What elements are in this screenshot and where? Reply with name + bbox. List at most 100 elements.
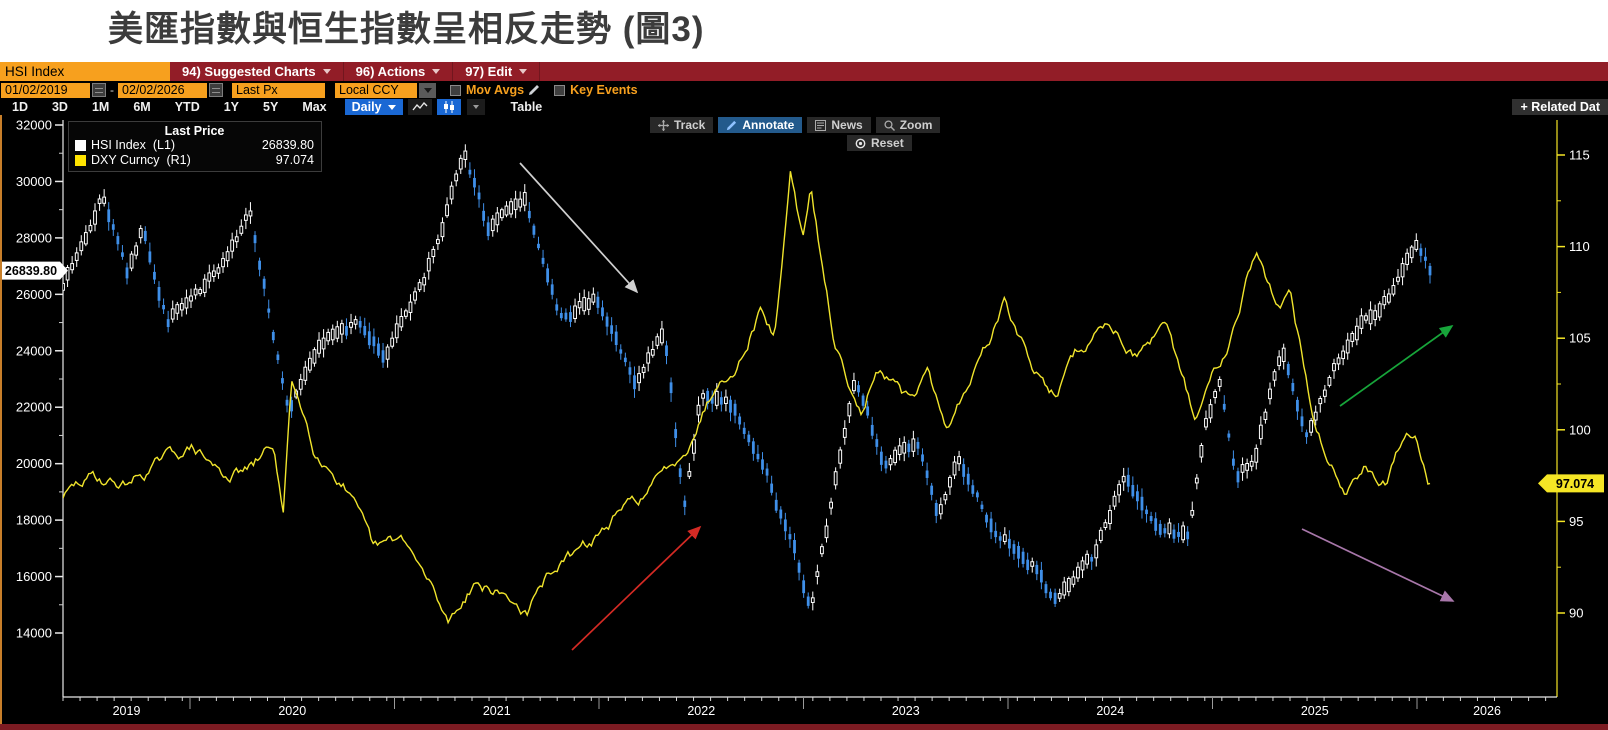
right-axis-tick-label: 95 — [1569, 514, 1583, 529]
menu-suggested-charts[interactable]: 94) Suggested Charts — [170, 62, 344, 81]
hsi-axis-price-bubble — [2, 261, 68, 280]
x-axis-year-label: 2022 — [687, 704, 715, 718]
bottom-border — [0, 724, 1608, 730]
hsi-swatch — [75, 140, 86, 151]
key-events-label: Key Events — [570, 83, 638, 97]
hsi-last-price: 26839.80 — [261, 138, 314, 152]
mov-avgs-checkbox[interactable] — [450, 84, 461, 96]
x-axis-year-label: 2026 — [1473, 704, 1501, 718]
reset-target-icon — [855, 138, 866, 148]
table-button[interactable]: Table — [510, 100, 543, 114]
chevron-down-icon — [472, 105, 479, 109]
period-tab-6m[interactable]: 6M — [133, 100, 151, 114]
period-tab-5y[interactable]: 5Y — [263, 100, 279, 114]
track-crosshair-icon — [658, 119, 669, 131]
calendar-icon[interactable] — [209, 83, 223, 97]
right-axis-tick-label: 105 — [1569, 331, 1591, 346]
chevron-down-icon — [423, 87, 432, 93]
annotation-arrow — [519, 162, 639, 294]
annotate-pencil-icon — [727, 120, 737, 130]
chart-area: 32000 30000 28000 26000 24000 22000 20000 18000… — [0, 115, 1608, 724]
period-tab-1d[interactable]: 1D — [12, 100, 28, 114]
news-icon — [815, 119, 827, 131]
mov-avgs-label: Mov Avgs — [466, 83, 525, 97]
chart-type-dropdown-button[interactable] — [466, 99, 485, 115]
menu-actions[interactable]: 96) Actions — [344, 62, 454, 81]
x-axis-year-label: 2025 — [1301, 704, 1329, 718]
x-axis-year-label: 2020 — [278, 704, 306, 718]
currency-select[interactable]: Local CCY — [335, 82, 417, 98]
dxy-swatch — [75, 155, 86, 166]
period-tab-ytd[interactable]: YTD — [174, 100, 200, 114]
range-bar: 01/02/2019 - 02/02/2026 Last Px Local CC… — [0, 81, 1608, 99]
right-axis-tick-label: 100 — [1569, 422, 1591, 437]
left-axis-tick-label: 18000 — [16, 513, 52, 528]
left-axis-tick-label: 32000 — [16, 118, 52, 133]
line-chart-icon — [411, 102, 428, 111]
left-axis-tick-label: 30000 — [16, 174, 52, 189]
calendar-icon[interactable] — [92, 83, 106, 97]
right-axis-tick-label: 110 — [1569, 239, 1590, 254]
line-chart-type-button[interactable] — [407, 99, 432, 115]
svg-text:26839.80: 26839.80 — [5, 264, 57, 278]
menu-bar: HSI Index 94) Suggested Charts 96) Actio… — [0, 62, 1608, 81]
chevron-down-icon — [322, 69, 331, 74]
x-axis-year-label: 2023 — [892, 704, 920, 718]
news-button[interactable]: News — [807, 117, 871, 133]
left-axis-tick-label: 16000 — [16, 569, 52, 584]
right-axis-tick-label: 115 — [1569, 148, 1590, 163]
period-bar: 1D 3D 1M 6M YTD 1Y 5Y Max Daily Table + Related… — [0, 99, 1608, 115]
chevron-down-icon — [432, 69, 441, 74]
chart-legend: Last Price HSI Index (L1) 26839.80 DXY C… — [68, 121, 322, 172]
annotation-arrow — [1301, 528, 1455, 602]
x-axis-year-label: 2021 — [483, 704, 511, 718]
left-axis-tick-label: 22000 — [16, 400, 52, 415]
candlestick-icon — [443, 101, 454, 113]
annotation-arrow — [571, 525, 702, 651]
magnifier-icon — [884, 119, 895, 131]
track-button[interactable]: Track — [650, 117, 714, 133]
zoom-button[interactable]: Zoom — [875, 117, 941, 133]
page-title: 美匯指數與恒生指數呈相反走勢 (圖3) — [108, 10, 705, 49]
left-axis-tick-label: 14000 — [16, 626, 52, 641]
headline-bar: 美匯指數與恒生指數呈相反走勢 (圖3) — [0, 0, 1608, 62]
period-tab-max[interactable]: Max — [302, 100, 327, 114]
key-events-checkbox[interactable] — [554, 84, 566, 96]
legend-item-hsi[interactable]: HSI Index (L1) 26839.80 — [75, 138, 314, 153]
period-tab-1y[interactable]: 1Y — [223, 100, 240, 114]
candlestick-chart-type-button[interactable] — [436, 99, 461, 115]
x-axis-year-label: 2019 — [113, 704, 141, 718]
series-layer — [63, 144, 1432, 625]
left-axis-tick-label: 26000 — [16, 287, 52, 302]
reset-button[interactable]: Reset — [847, 135, 912, 151]
period-tab-1m[interactable]: 1M — [91, 100, 110, 114]
price-type-input[interactable]: Last Px — [232, 82, 325, 98]
dxy-line — [63, 171, 1431, 625]
chart-tool-bar: Track Annotate News Zoom — [650, 117, 941, 133]
related-data-tab[interactable]: + Related Dat — [1512, 99, 1608, 115]
annotate-button[interactable]: Annotate — [718, 117, 803, 133]
period-tabs: 1D 3D 1M 6M YTD 1Y 5Y Max — [0, 100, 339, 114]
pencil-icon[interactable] — [528, 84, 540, 96]
frequency-select[interactable]: Daily — [344, 99, 403, 115]
annotation-arrow — [1339, 325, 1454, 407]
svg-text:97.074: 97.074 — [1556, 477, 1594, 491]
left-axis-tick-label: 28000 — [16, 230, 52, 245]
date-to-input[interactable]: 02/02/2026 — [118, 82, 207, 98]
x-axis-year-label: 2024 — [1096, 704, 1124, 718]
period-tab-3d[interactable]: 3D — [51, 100, 68, 114]
date-range-separator: - — [110, 83, 114, 97]
currency-dropdown-button[interactable] — [419, 82, 436, 98]
dxy-axis-price-bubble — [1538, 474, 1604, 493]
left-axis-tick-label: 24000 — [16, 343, 52, 358]
chart-canvas[interactable]: 32000 30000 28000 26000 24000 22000 20000 18000… — [2, 115, 1608, 724]
date-from-input[interactable]: 01/02/2019 — [1, 82, 90, 98]
security-input[interactable]: HSI Index — [0, 62, 170, 81]
legend-item-dxy[interactable]: DXY Curncy (R1) 97.074 — [75, 153, 314, 168]
menu-edit[interactable]: 97) Edit — [453, 62, 541, 81]
legend-title: Last Price — [164, 124, 225, 138]
left-axis-tick-label: 20000 — [16, 456, 52, 471]
dxy-last-price: 97.074 — [275, 153, 314, 167]
right-axis-tick-label: 90 — [1569, 606, 1583, 621]
